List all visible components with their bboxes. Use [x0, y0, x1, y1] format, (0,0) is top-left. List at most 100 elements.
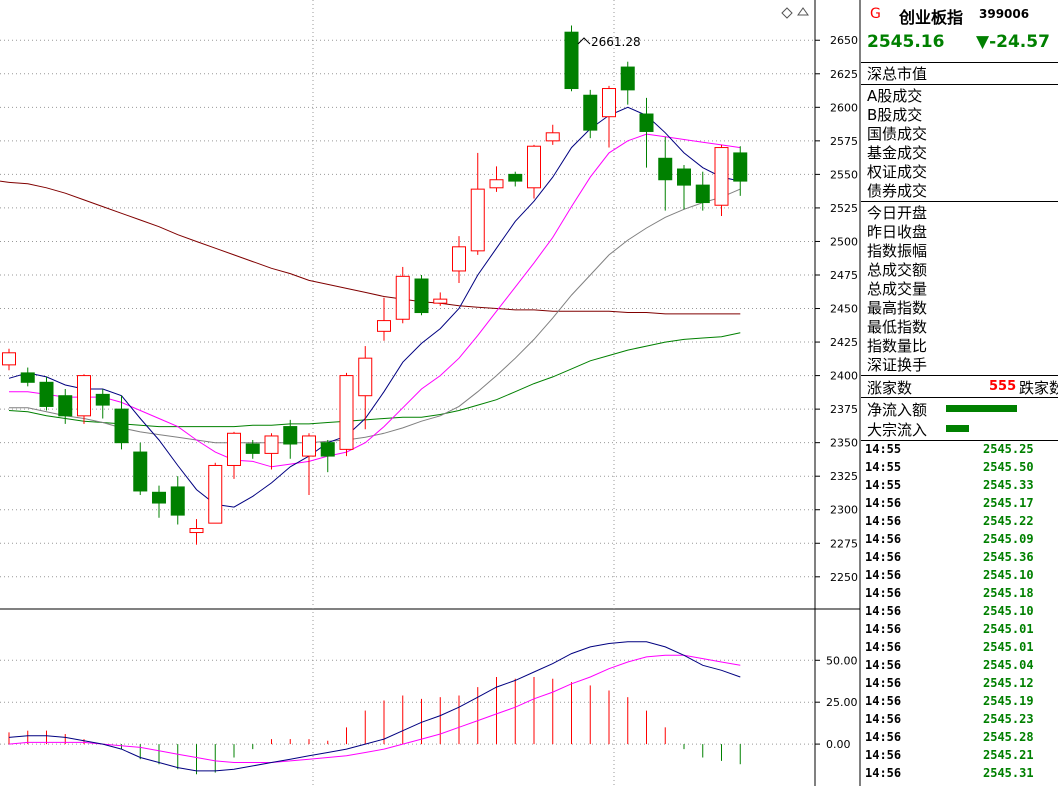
info-label: 国债成交: [867, 125, 928, 143]
price-tick-label: 2475: [830, 269, 858, 282]
candle-body: [639, 113, 654, 132]
info-label: 基金成交: [867, 144, 928, 162]
divider: [861, 440, 1058, 441]
candle: [358, 346, 373, 430]
tick-time: 14:56: [865, 568, 902, 582]
high-annotation: 2661.28: [577, 35, 641, 49]
tick-time: 14:56: [865, 694, 902, 708]
price-tick-label: 2375: [830, 403, 858, 416]
tick-time: 14:55: [865, 442, 902, 456]
triangle-up-icon[interactable]: [797, 7, 809, 16]
divider: [861, 375, 1058, 376]
tick-time: 14:56: [865, 730, 902, 744]
info-label: 深证换手: [867, 356, 928, 374]
candle: [245, 439, 260, 459]
block-inflow-label: 大宗流入: [867, 421, 928, 439]
tick-price: 2545.21: [983, 748, 1034, 762]
candle-body: [377, 320, 391, 332]
price-row: 2545.16 ▼-24.57: [861, 31, 1058, 55]
indicator-dark-line: [8, 641, 741, 772]
candle-body: [283, 426, 298, 445]
group-marker: G: [870, 6, 881, 22]
info-label: 总成交额: [867, 261, 928, 279]
price-tick-label: 2550: [830, 168, 858, 181]
tick-time: 14:56: [865, 532, 902, 546]
info-label: 深总市值: [867, 65, 928, 83]
candle-body: [320, 442, 335, 457]
info-label: B股成交: [867, 106, 923, 124]
info-label: 总成交量: [867, 280, 928, 298]
tick-time: 14:55: [865, 478, 902, 492]
indicator-tick-label: 0.00: [826, 738, 851, 751]
candle-body: [602, 88, 616, 118]
diamond-icon[interactable]: [781, 7, 793, 19]
candle-body: [20, 372, 35, 383]
high-annotation-label: 2661.28: [591, 35, 641, 49]
candle-body: [95, 393, 110, 406]
tick-time: 14:56: [865, 748, 902, 762]
candle: [2, 348, 16, 371]
candle: [433, 292, 448, 306]
candle-body: [227, 432, 241, 466]
tick-time: 14:56: [865, 766, 902, 780]
tick-time: 14:56: [865, 658, 902, 672]
candle-body: [189, 528, 204, 534]
price-axis: 2250 2275 2300 2325 2350 2375 2400 2425 2450 2475…: [815, 34, 858, 584]
price-tick-label: 2350: [830, 437, 858, 450]
candle: [227, 431, 241, 479]
info-label: A股成交: [867, 87, 923, 105]
candle: [39, 376, 54, 411]
candle: [152, 485, 166, 518]
tick-time: 14:56: [865, 604, 902, 618]
tick-time: 14:56: [865, 586, 902, 600]
tick-price: 2545.23: [983, 712, 1034, 726]
candlestick-chart[interactable]: 2661.28 2250 2275 2300 2325 2350 2375 2400 2425…: [0, 0, 861, 786]
candle: [583, 89, 598, 139]
tick-price: 2545.19: [983, 694, 1034, 708]
candle-body: [695, 184, 710, 204]
candle: [620, 61, 635, 105]
divider: [861, 397, 1058, 398]
candle: [714, 144, 729, 216]
candle: [545, 124, 560, 145]
candle-body: [170, 486, 185, 516]
candle-body: [58, 395, 73, 417]
rise-fall-row: 涨家数 555 跌家数: [861, 377, 1058, 397]
candle: [208, 462, 223, 524]
candle-body: [77, 375, 91, 417]
tick-time: 14:56: [865, 496, 902, 510]
tick-price: 2545.12: [983, 676, 1034, 690]
net-inflow-bar: [946, 405, 1017, 412]
candle-body: [208, 464, 223, 524]
ma-maroon-line-lead: [0, 180, 10, 183]
price-tick-label: 2275: [830, 537, 858, 550]
tick-time: 14:56: [865, 514, 902, 528]
tick-price: 2545.10: [983, 604, 1034, 618]
price-tick-label: 2600: [830, 101, 858, 114]
price-tick-label: 2575: [830, 135, 858, 148]
tick-price: 2545.50: [983, 460, 1034, 474]
candle-body: [677, 168, 691, 186]
indicator-axis: 0.00 25.00 50.00: [815, 654, 858, 751]
candle: [133, 442, 148, 495]
net-inflow-row: 净流入额: [861, 399, 1058, 419]
candle-body: [620, 66, 635, 91]
tick-price: 2545.17: [983, 496, 1034, 510]
tick-price: 2545.25: [983, 442, 1034, 456]
candle: [639, 97, 654, 168]
block-inflow-row: 大宗流入: [861, 419, 1058, 439]
candle: [95, 389, 110, 419]
tick-price: 2545.01: [983, 640, 1034, 654]
price-tick-label: 2625: [830, 68, 858, 81]
ma-maroon-line: [8, 181, 741, 315]
price-tick-label: 2325: [830, 470, 858, 483]
info-label: 昨日收盘: [867, 223, 928, 241]
candle: [320, 439, 335, 473]
candle: [395, 266, 410, 324]
fall-label: 跌家数: [1019, 379, 1058, 397]
quote-header: G 创业板指 399006: [861, 4, 1058, 26]
candle-body: [489, 179, 504, 189]
candle-body: [658, 157, 673, 181]
candle-body: [152, 491, 166, 504]
high-marker-icon: [577, 37, 591, 45]
